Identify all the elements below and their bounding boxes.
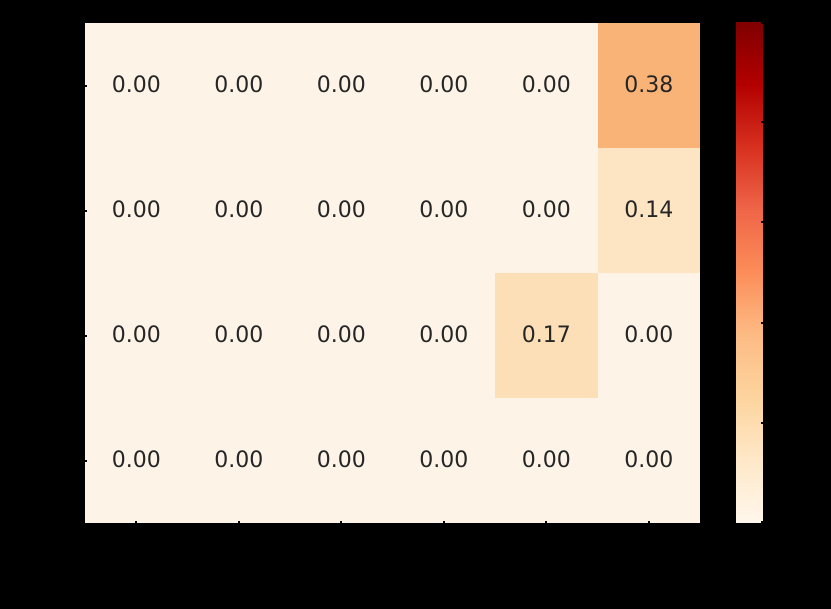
colorbar xyxy=(736,22,768,523)
heatmap-cell: 0.00 xyxy=(187,148,290,273)
cell-value-label: 0.00 xyxy=(111,322,161,348)
y-axis-tick xyxy=(80,84,87,87)
cell-value-label: 0.00 xyxy=(214,447,264,473)
colorbar-tick xyxy=(761,321,768,324)
cell-value-label: 0.00 xyxy=(624,447,674,473)
cell-value-label: 0.00 xyxy=(316,72,366,98)
x-axis-tick xyxy=(545,521,548,528)
colorbar-tick xyxy=(761,121,768,124)
heatmap-cell: 0.00 xyxy=(290,398,393,523)
y-axis-tick xyxy=(80,334,87,337)
cell-value-label: 0.00 xyxy=(214,322,264,348)
colorbar-tick xyxy=(761,521,768,523)
heatmap-cell: 0.00 xyxy=(85,23,188,148)
cell-value-label: 0.00 xyxy=(111,447,161,473)
heatmap-cell: 0.00 xyxy=(392,273,495,398)
heatmap-cell: 0.38 xyxy=(597,23,700,148)
y-axis-tick xyxy=(80,459,87,462)
cell-value-label: 0.00 xyxy=(316,197,366,223)
cell-value-label: 0.00 xyxy=(214,72,264,98)
heatmap-cell: 0.00 xyxy=(85,398,188,523)
heatmap-cell: 0.00 xyxy=(392,398,495,523)
x-axis-tick xyxy=(237,521,240,528)
x-axis-tick xyxy=(647,521,650,528)
heatmap-cell: 0.00 xyxy=(495,398,598,523)
cell-value-label: 0.00 xyxy=(214,197,264,223)
heatmap-cell: 0.00 xyxy=(187,23,290,148)
cell-value-label: 0.17 xyxy=(521,322,571,348)
colorbar-tick xyxy=(761,421,768,424)
cell-value-label: 0.00 xyxy=(521,447,571,473)
heatmap-cell: 0.00 xyxy=(187,398,290,523)
cell-value-label: 0.00 xyxy=(419,197,469,223)
heatmap-cell: 0.00 xyxy=(187,273,290,398)
cell-value-label: 0.00 xyxy=(316,447,366,473)
y-axis-tick xyxy=(80,209,87,212)
heatmap-cell: 0.00 xyxy=(597,398,700,523)
heatmap-cell: 0.00 xyxy=(597,273,700,398)
cell-value-label: 0.00 xyxy=(316,322,366,348)
cell-value-label: 0.00 xyxy=(419,447,469,473)
heatmap-cell: 0.00 xyxy=(290,23,393,148)
cell-value-label: 0.00 xyxy=(419,72,469,98)
cell-value-label: 0.00 xyxy=(521,197,571,223)
heatmap-cell: 0.14 xyxy=(597,148,700,273)
cell-value-label: 0.00 xyxy=(419,322,469,348)
heatmap-cell: 0.00 xyxy=(495,148,598,273)
cell-value-label: 0.00 xyxy=(521,72,571,98)
colorbar-tick xyxy=(761,221,768,224)
heatmap-cell: 0.00 xyxy=(85,148,188,273)
cell-value-label: 0.38 xyxy=(624,72,674,98)
cell-value-label: 0.00 xyxy=(624,322,674,348)
heatmap-plot: 0.00 0.00 0.00 0.00 0.00 0.38 0.00 0.00 0.00 0.00… xyxy=(80,23,700,528)
heatmap-cell: 0.00 xyxy=(392,23,495,148)
cell-value-label: 0.00 xyxy=(111,197,161,223)
heatmap-cell: 0.00 xyxy=(392,148,495,273)
cell-value-label: 0.00 xyxy=(111,72,161,98)
heatmap-cell: 0.00 xyxy=(85,273,188,398)
heatmap-cell: 0.17 xyxy=(495,273,598,398)
x-axis-tick xyxy=(340,521,343,528)
heatmap-cell: 0.00 xyxy=(495,23,598,148)
heatmap-cell: 0.00 xyxy=(290,273,393,398)
x-axis-tick xyxy=(135,521,138,528)
x-axis-tick xyxy=(442,521,445,528)
colorbar-tick xyxy=(761,22,768,24)
heatmap-cell: 0.00 xyxy=(290,148,393,273)
cell-value-label: 0.14 xyxy=(624,197,674,223)
